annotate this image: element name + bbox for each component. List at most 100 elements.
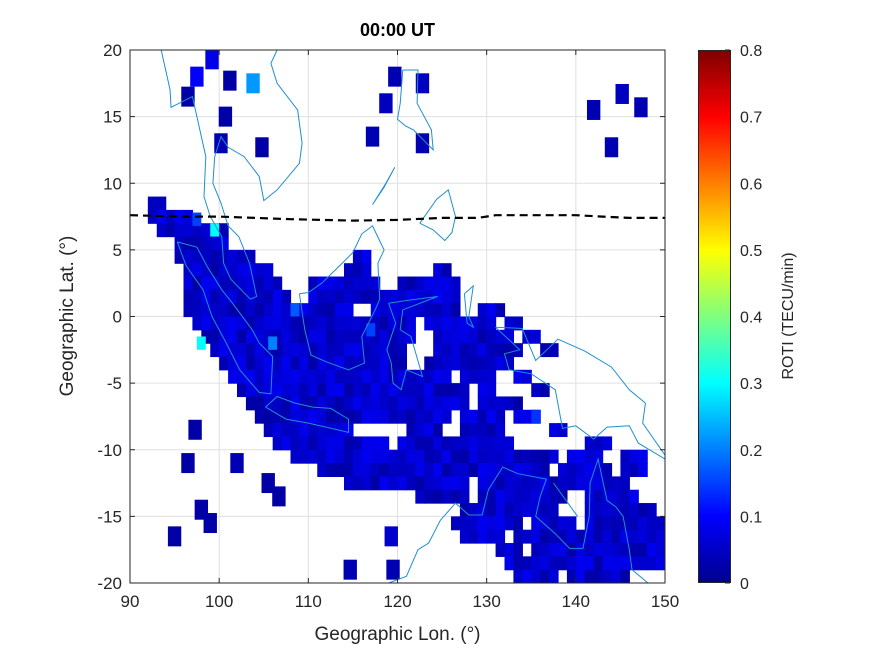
roti-cell <box>558 423 568 438</box>
roti-cell <box>254 343 265 358</box>
roti-cell <box>495 303 506 318</box>
roti-cell <box>245 383 256 398</box>
roti-cell <box>566 556 577 571</box>
roti-cell <box>228 276 238 291</box>
roti-cell <box>433 463 443 477</box>
y-tick-label: -10 <box>97 441 122 460</box>
roti-cell <box>575 529 586 544</box>
roti-cell <box>210 249 220 264</box>
roti-cell <box>477 396 488 411</box>
roti-cell <box>459 369 470 384</box>
roti-cell <box>192 236 202 251</box>
coastline <box>372 167 396 205</box>
roti-cell <box>370 343 381 358</box>
roti-cell <box>611 476 622 491</box>
roti-cell <box>477 303 488 318</box>
roti-cell <box>317 329 327 344</box>
roti-cell <box>540 516 550 531</box>
roti-cell <box>308 329 318 344</box>
roti-cell <box>513 449 523 464</box>
roti-cell <box>504 489 515 504</box>
roti-cell <box>272 423 283 438</box>
roti-cell <box>397 409 408 424</box>
colorbar-tick-label: 0.2 <box>740 443 762 460</box>
roti-cell <box>219 356 229 371</box>
roti-cell <box>156 223 167 238</box>
colorbar-tick-label: 0.8 <box>740 43 762 60</box>
roti-cell <box>540 569 550 583</box>
roti-cell <box>584 449 595 464</box>
coastlines <box>160 50 665 583</box>
roti-cell <box>406 383 416 398</box>
roti-cell <box>549 556 559 571</box>
roti-cell <box>370 396 381 411</box>
roti-cell <box>424 303 434 318</box>
coastline <box>265 395 349 434</box>
roti-cell <box>192 316 202 331</box>
roti-cell <box>370 409 381 424</box>
roti-cell <box>281 409 292 424</box>
roti-cell <box>477 529 488 544</box>
roti-cell <box>468 409 479 424</box>
roti-cell <box>192 276 202 291</box>
roti-cell <box>415 276 425 291</box>
roti-cell <box>181 453 195 474</box>
roti-cell <box>361 476 372 491</box>
roti-cell <box>183 289 194 304</box>
roti-cell <box>531 516 541 531</box>
roti-cell <box>201 249 211 264</box>
roti-cell <box>281 343 292 358</box>
roti-cell <box>361 343 372 358</box>
roti-cell <box>370 329 381 344</box>
roti-cell <box>513 396 523 411</box>
roti-cell <box>281 423 292 438</box>
roti-cell <box>486 303 497 318</box>
roti-cell <box>558 543 568 557</box>
roti-cell <box>308 276 318 291</box>
roti-cell <box>477 463 488 477</box>
roti-cell <box>299 343 309 358</box>
roti-cell <box>272 369 283 384</box>
roti-cell <box>228 263 238 278</box>
roti-cell <box>468 329 479 344</box>
roti-cell <box>406 303 416 318</box>
roti-cell <box>615 83 629 104</box>
x-tick-label: 150 <box>651 592 679 611</box>
roti-cell <box>549 516 559 531</box>
roti-hotspot-cell <box>192 212 202 226</box>
roti-cell <box>388 463 399 477</box>
roti-cell <box>451 316 461 331</box>
roti-cell <box>397 329 408 344</box>
roti-cell <box>290 383 301 398</box>
roti-cell <box>219 303 229 318</box>
roti-cell <box>406 396 416 411</box>
roti-cell <box>442 343 452 358</box>
roti-cell <box>495 436 506 451</box>
roti-cell <box>370 289 381 304</box>
roti-cell <box>361 383 372 398</box>
roti-cell <box>254 356 265 371</box>
roti-cell <box>656 529 665 544</box>
roti-cell <box>299 396 309 411</box>
roti-cell <box>451 476 461 491</box>
roti-cell <box>486 436 497 451</box>
roti-cell <box>540 556 550 571</box>
roti-cell <box>352 436 363 451</box>
roti-cell <box>326 409 336 424</box>
roti-cell <box>397 369 408 384</box>
roti-cell <box>219 236 229 251</box>
roti-cell <box>558 476 568 491</box>
roti-cell <box>459 316 470 331</box>
roti-cell <box>245 356 256 371</box>
roti-cell <box>335 449 345 464</box>
roti-cell <box>263 423 274 438</box>
x-tick-label: 90 <box>121 592 140 611</box>
roti-cell <box>459 329 470 344</box>
roti-cell <box>290 436 301 451</box>
roti-cell <box>593 543 604 557</box>
y-tick-label: 0 <box>113 308 122 327</box>
roti-cell <box>593 529 604 544</box>
roti-cell <box>513 569 523 583</box>
roti-cell <box>237 303 247 318</box>
roti-cell <box>620 463 630 477</box>
